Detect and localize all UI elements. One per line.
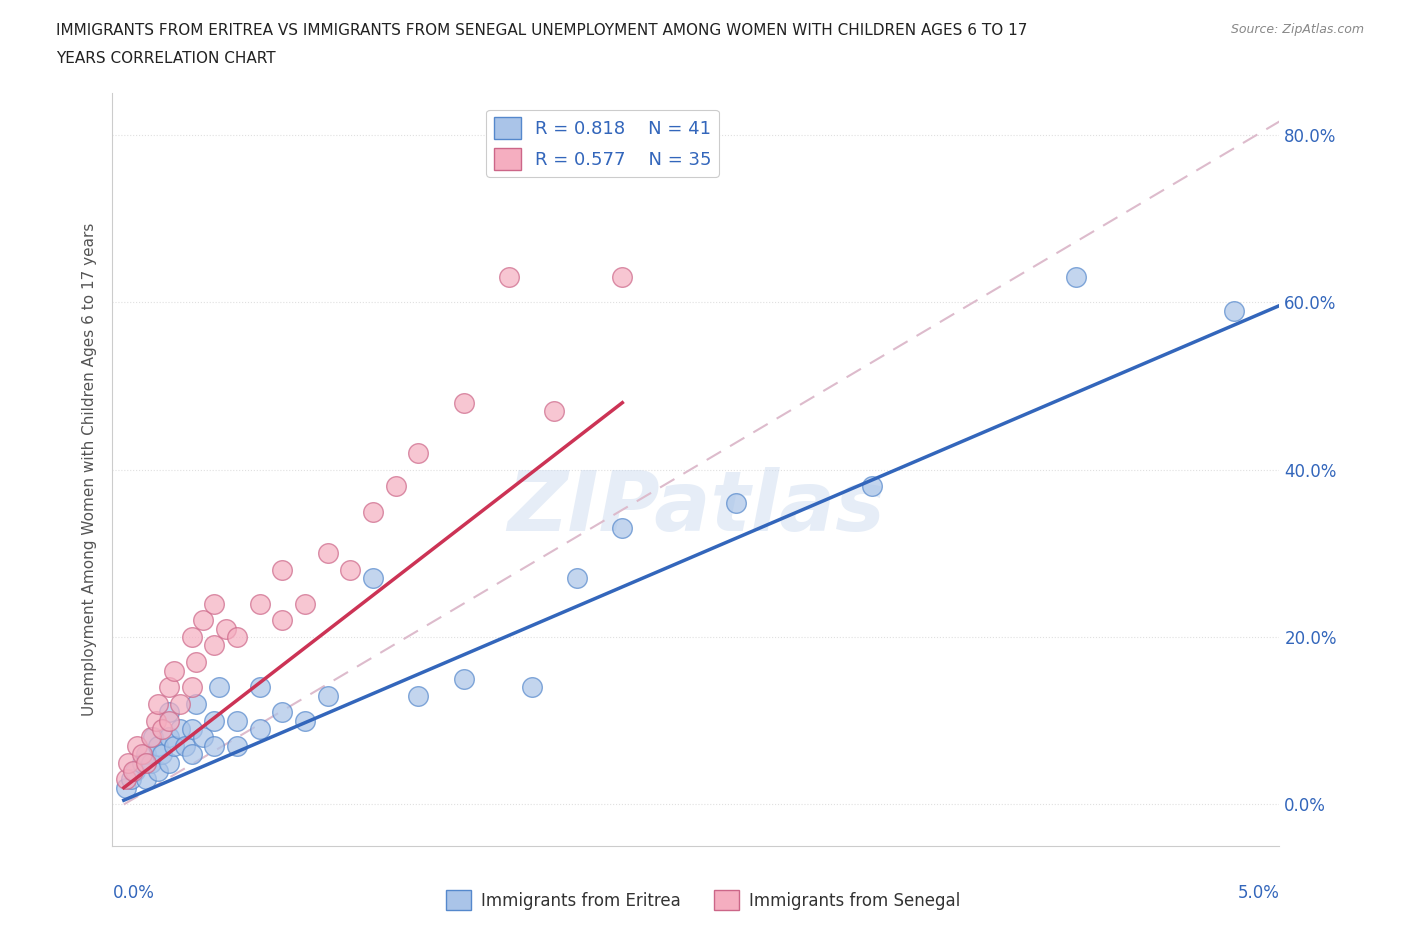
Point bbox=[208, 680, 231, 695]
Point bbox=[612, 521, 634, 536]
Point bbox=[174, 738, 197, 753]
Point bbox=[142, 730, 165, 745]
Point bbox=[191, 613, 214, 628]
Point bbox=[226, 713, 249, 728]
Point bbox=[724, 496, 747, 511]
Point bbox=[124, 764, 146, 778]
Text: 5.0%: 5.0% bbox=[1237, 884, 1279, 901]
Y-axis label: Unemployment Among Women with Children Ages 6 to 17 years: Unemployment Among Women with Children A… bbox=[82, 223, 97, 716]
Point bbox=[249, 596, 271, 611]
Point bbox=[339, 563, 361, 578]
Point bbox=[169, 697, 191, 711]
Text: ZIPatlas: ZIPatlas bbox=[508, 467, 884, 548]
Point bbox=[180, 680, 202, 695]
Point bbox=[249, 680, 271, 695]
Point bbox=[271, 613, 294, 628]
Point bbox=[139, 730, 162, 745]
Point bbox=[316, 688, 339, 703]
Point bbox=[180, 722, 202, 737]
Point bbox=[294, 713, 316, 728]
Point bbox=[271, 563, 294, 578]
Point bbox=[612, 270, 634, 285]
Point bbox=[115, 772, 138, 787]
Point bbox=[180, 747, 202, 762]
Point bbox=[131, 747, 153, 762]
Point bbox=[135, 747, 157, 762]
Point bbox=[145, 713, 167, 728]
Point bbox=[157, 680, 180, 695]
Point bbox=[498, 270, 520, 285]
Point bbox=[453, 395, 475, 410]
Point bbox=[204, 713, 226, 728]
Point bbox=[565, 571, 588, 586]
Point bbox=[361, 504, 384, 519]
Point bbox=[226, 630, 249, 644]
Point bbox=[157, 713, 180, 728]
Point bbox=[294, 596, 316, 611]
Point bbox=[146, 697, 169, 711]
Point bbox=[135, 772, 157, 787]
Point bbox=[384, 479, 406, 494]
Point bbox=[860, 479, 883, 494]
Point bbox=[186, 697, 208, 711]
Point bbox=[117, 755, 139, 770]
Text: IMMIGRANTS FROM ERITREA VS IMMIGRANTS FROM SENEGAL UNEMPLOYMENT AMONG WOMEN WITH: IMMIGRANTS FROM ERITREA VS IMMIGRANTS FR… bbox=[56, 23, 1028, 38]
Point bbox=[215, 621, 238, 636]
Point bbox=[271, 705, 294, 720]
Point bbox=[226, 738, 249, 753]
Point bbox=[249, 722, 271, 737]
Text: Source: ZipAtlas.com: Source: ZipAtlas.com bbox=[1230, 23, 1364, 36]
Point bbox=[163, 663, 186, 678]
Legend: R = 0.818    N = 41, R = 0.577    N = 35: R = 0.818 N = 41, R = 0.577 N = 35 bbox=[486, 110, 718, 177]
Point bbox=[163, 738, 186, 753]
Text: 0.0%: 0.0% bbox=[112, 884, 155, 901]
Point bbox=[180, 630, 202, 644]
Point bbox=[157, 755, 180, 770]
Point bbox=[204, 738, 226, 753]
Point bbox=[150, 722, 173, 737]
Point bbox=[1223, 303, 1246, 318]
Point bbox=[316, 546, 339, 561]
Point bbox=[191, 730, 214, 745]
Text: YEARS CORRELATION CHART: YEARS CORRELATION CHART bbox=[56, 51, 276, 66]
Point bbox=[520, 680, 543, 695]
Point bbox=[1064, 270, 1087, 285]
Point bbox=[115, 780, 138, 795]
Point bbox=[186, 655, 208, 670]
Point bbox=[169, 722, 191, 737]
Point bbox=[146, 764, 169, 778]
Point bbox=[157, 705, 180, 720]
Point bbox=[543, 404, 565, 418]
Point bbox=[146, 738, 169, 753]
Point bbox=[122, 764, 145, 778]
Point bbox=[408, 688, 430, 703]
Legend: Immigrants from Eritrea, Immigrants from Senegal: Immigrants from Eritrea, Immigrants from… bbox=[439, 884, 967, 917]
Point bbox=[139, 755, 162, 770]
Point bbox=[131, 755, 153, 770]
Point bbox=[408, 445, 430, 460]
Point bbox=[150, 747, 173, 762]
Point bbox=[127, 738, 149, 753]
Point bbox=[453, 671, 475, 686]
Point bbox=[135, 755, 157, 770]
Point bbox=[204, 596, 226, 611]
Point bbox=[157, 730, 180, 745]
Point bbox=[204, 638, 226, 653]
Point bbox=[120, 772, 142, 787]
Point bbox=[361, 571, 384, 586]
